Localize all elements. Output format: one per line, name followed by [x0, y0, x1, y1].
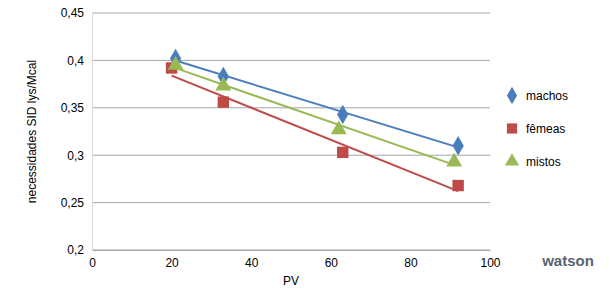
x-tick: 40 [245, 250, 259, 270]
x-tick-label: 100 [480, 256, 500, 270]
grid-line [92, 202, 490, 203]
point [446, 153, 462, 167]
legend-label: mistos [526, 155, 561, 169]
logo-text: watson [541, 252, 594, 269]
chart: 0 20 40 60 80 100 0,2 0,25 0,3 0,35 0,4 0,45 PV neces… [0, 0, 610, 290]
y-tick-label: 0,25 [61, 196, 85, 210]
x-tick-label: 20 [165, 256, 179, 270]
legend-item: mistos [505, 153, 561, 168]
point [452, 180, 463, 191]
point [331, 120, 347, 134]
trend-line [176, 68, 455, 165]
x-tick: 0 [89, 250, 96, 270]
legend-marker [507, 123, 517, 133]
x-axis-line [93, 250, 491, 251]
legend-marker [505, 153, 519, 165]
y-axis-title: necessidades SID lys/Mcal [25, 60, 39, 203]
legend-item: fêmeas [507, 122, 565, 136]
legend-label: machos [526, 89, 568, 103]
marks [166, 49, 464, 191]
series [168, 56, 463, 166]
y-tick: 0,25 [61, 196, 92, 210]
legend: machos fêmeas mistos [505, 87, 568, 169]
y-tick: 0,35 [61, 101, 92, 115]
x-tick-label: 0 [89, 256, 96, 270]
x-axis: 0 20 40 60 80 100 [89, 250, 501, 270]
point [168, 56, 184, 70]
grid-line [92, 250, 490, 251]
legend-marker [507, 87, 517, 104]
grid-line [92, 60, 490, 61]
legend-label: fêmeas [526, 122, 565, 136]
x-tick: 100 [480, 250, 500, 270]
y-tick: 0,4 [67, 54, 92, 68]
trend-line [172, 76, 459, 191]
x-tick: 20 [165, 250, 179, 270]
x-tick-label: 40 [245, 256, 259, 270]
point [218, 96, 229, 107]
y-axis: 0,2 0,25 0,3 0,35 0,4 0,45 [61, 6, 93, 257]
point [215, 77, 231, 91]
x-tick: 80 [404, 250, 418, 270]
y-tick-label: 0,4 [67, 54, 84, 68]
x-axis-title: PV [283, 274, 299, 288]
x-tick-label: 80 [404, 256, 418, 270]
plot: 0 20 40 60 80 100 0,2 0,25 0,3 0,35 0,4 0,45 [61, 6, 501, 269]
series [166, 62, 464, 191]
y-tick: 0,3 [67, 149, 92, 163]
legend-item: machos [507, 87, 568, 104]
grid [92, 13, 490, 250]
y-tick-label: 0,35 [61, 101, 85, 115]
x-tick: 60 [325, 250, 339, 270]
y-tick: 0,45 [61, 6, 92, 20]
x-tick-label: 60 [325, 256, 339, 270]
y-tick-label: 0,3 [67, 149, 84, 163]
y-tick: 0,2 [67, 243, 92, 257]
point [337, 147, 348, 158]
point [453, 136, 464, 156]
series [170, 49, 464, 156]
y-tick-label: 0,45 [61, 6, 85, 20]
grid-line [92, 13, 490, 14]
y-axis-line [92, 14, 93, 251]
y-tick-label: 0,2 [67, 243, 84, 257]
